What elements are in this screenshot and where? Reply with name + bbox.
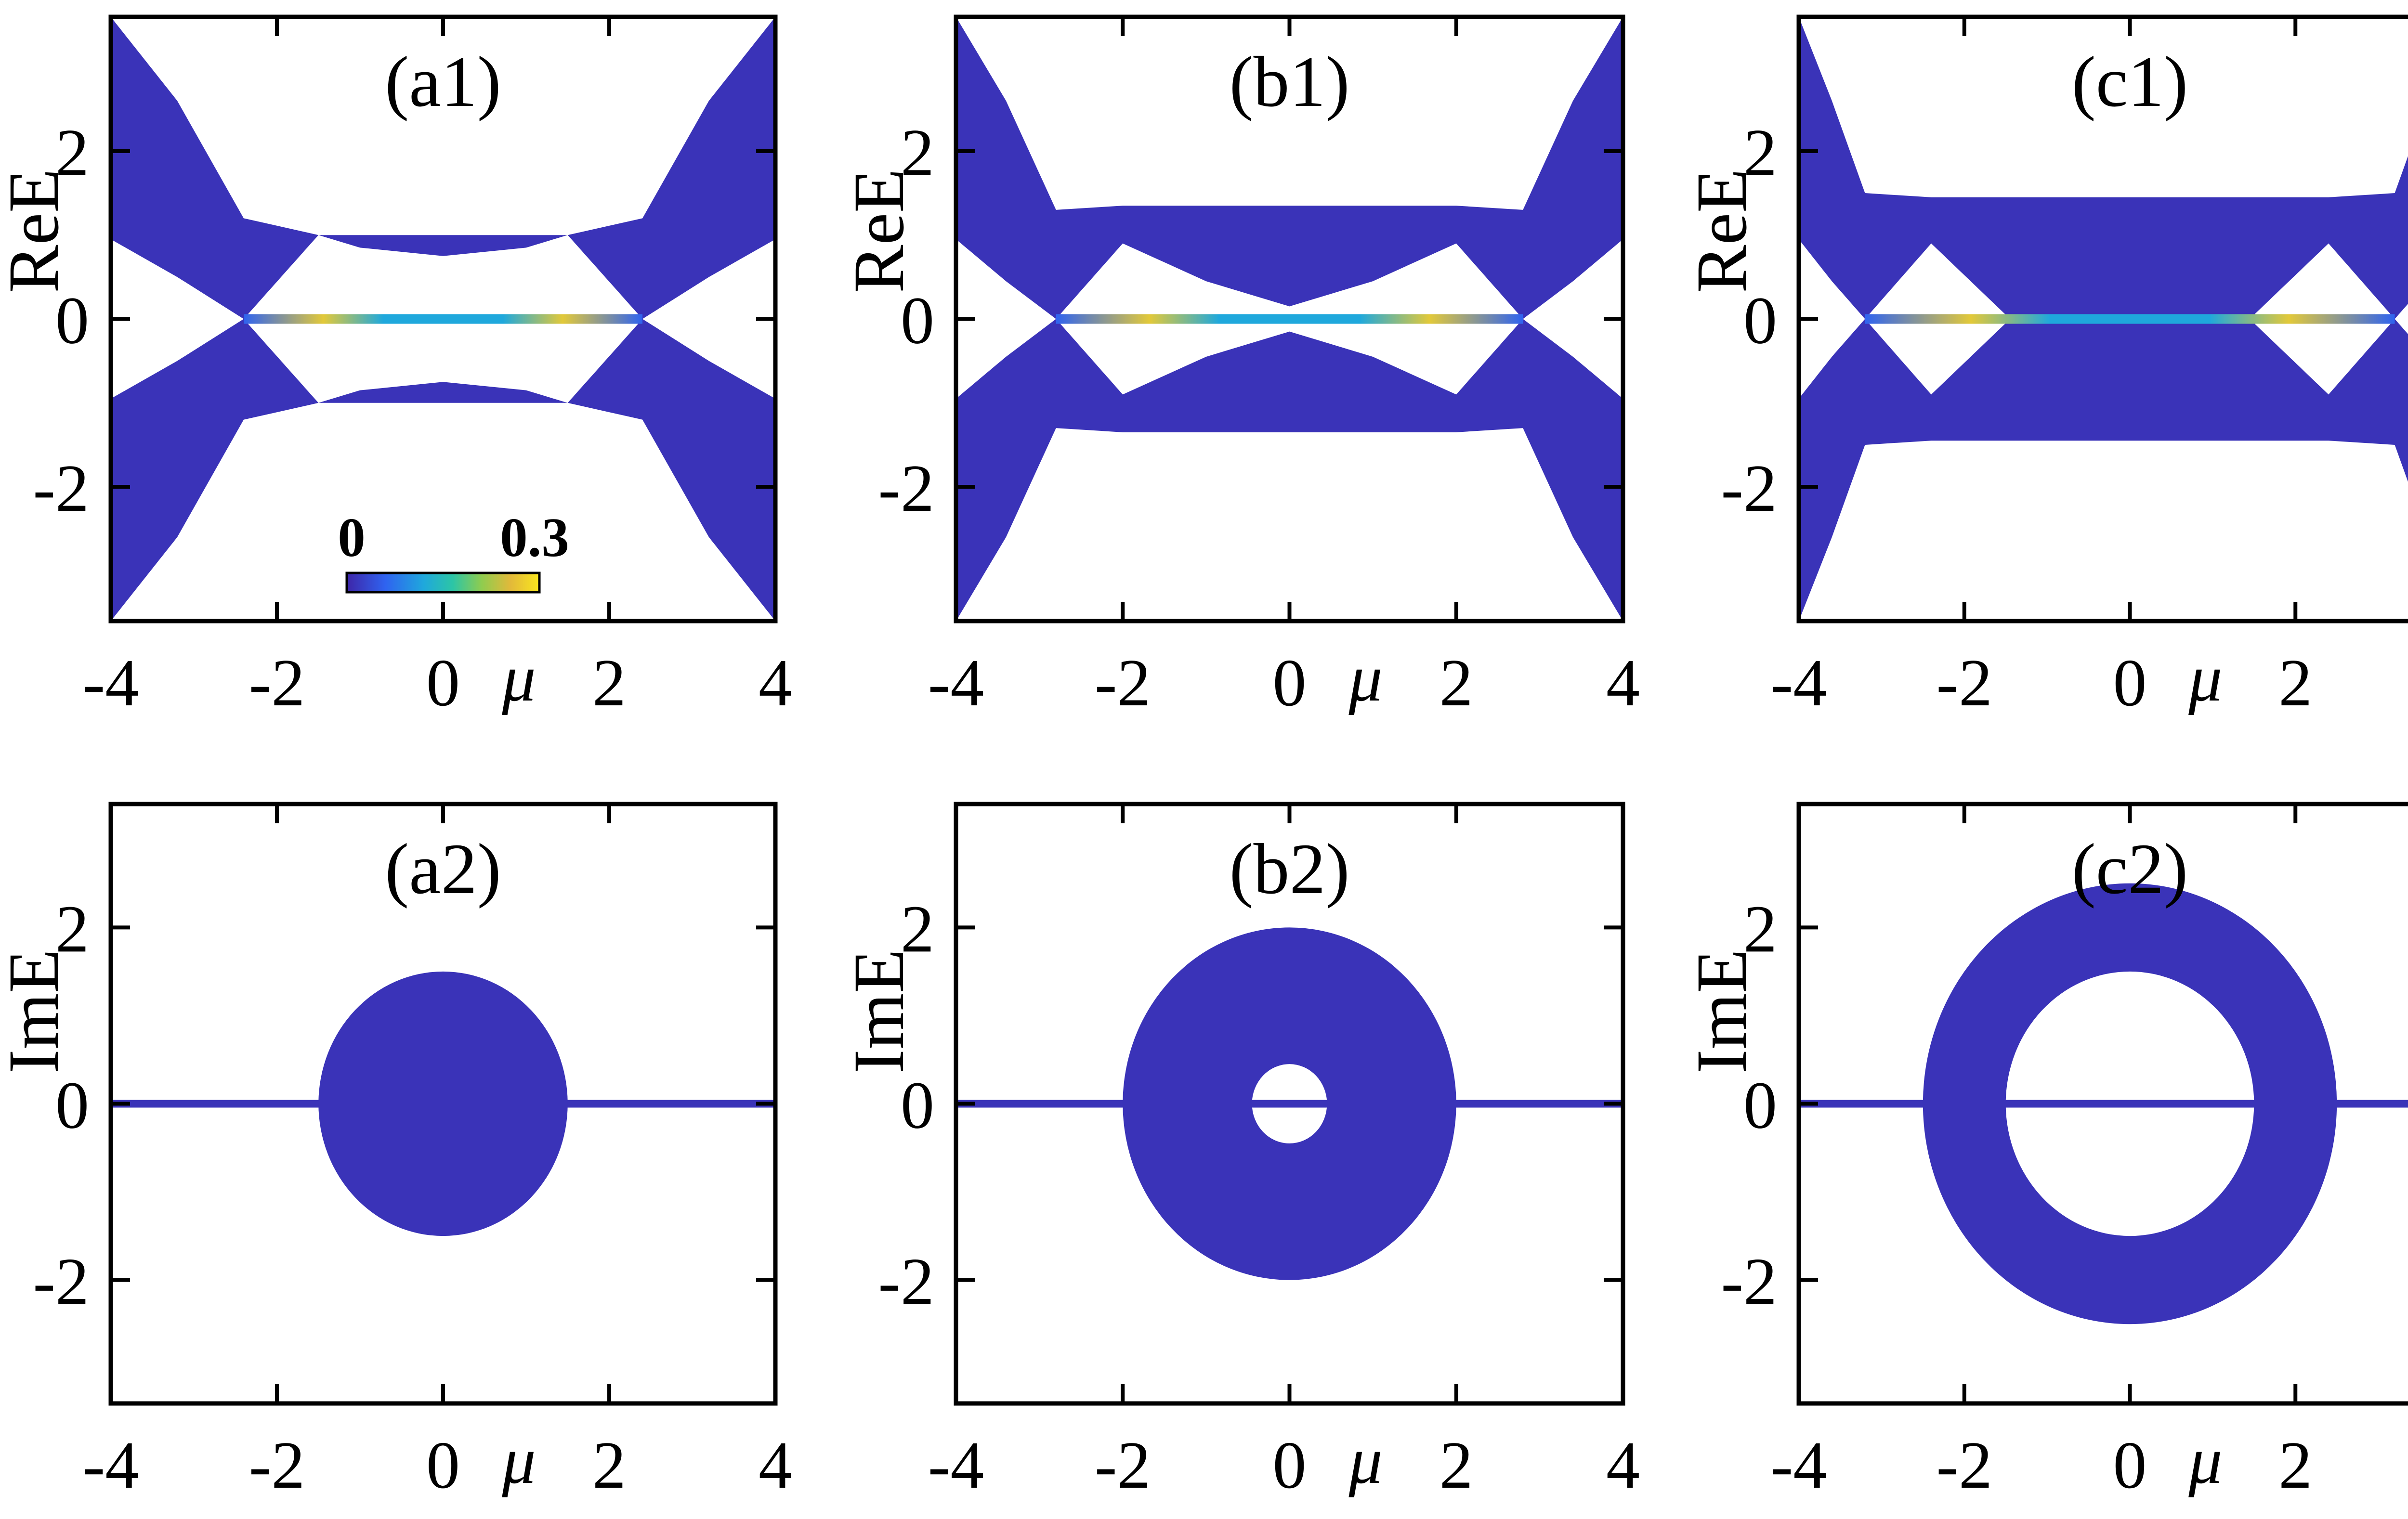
y-axis-label: ReE	[839, 169, 919, 293]
x-tick-label: 4	[1606, 646, 1640, 720]
y-tick-label: 2	[55, 892, 89, 966]
x-tick-label: 4	[759, 646, 792, 720]
band-upper	[956, 17, 1623, 319]
x-tick-label: -4	[1771, 1428, 1827, 1503]
x-tick-label: -2	[249, 646, 305, 720]
x-tick-label: -4	[83, 646, 139, 720]
x-tick-label: -2	[249, 1428, 305, 1503]
x-axis-label: μ	[2188, 1423, 2222, 1498]
y-axis-label: ReE	[0, 169, 74, 293]
x-tick-label: -4	[83, 1428, 139, 1503]
panel-label: (b2)	[1230, 829, 1350, 909]
y-tick-label: -2	[33, 1245, 89, 1319]
x-tick-label: 2	[1440, 1428, 1473, 1503]
panel-label: (a2)	[385, 829, 501, 909]
y-axis-label: ImE	[0, 949, 74, 1073]
band-lower	[956, 319, 1623, 621]
y-tick-label: -2	[878, 1245, 934, 1319]
x-tick-label: 0	[1273, 646, 1307, 720]
y-tick-label: 2	[1743, 892, 1777, 966]
x-axis-label: μ	[1348, 1423, 1382, 1498]
colorbar-min-label: 0	[338, 507, 366, 568]
y-tick-label: 2	[1743, 116, 1777, 190]
x-tick-label: 4	[759, 1428, 792, 1503]
x-tick-label: 2	[2278, 1428, 2312, 1503]
band-lower	[1799, 319, 2408, 621]
x-tick-label: 0	[1273, 1428, 1307, 1503]
x-axis-label: μ	[2188, 641, 2222, 715]
panel-label: (c2)	[2072, 829, 2188, 909]
x-axis-label: μ	[501, 641, 536, 715]
y-tick-label: -2	[33, 451, 89, 526]
plot-area-b1	[956, 17, 1623, 621]
x-tick-label: -2	[1095, 1428, 1151, 1503]
y-tick-label: 2	[901, 116, 934, 190]
y-tick-label: 0	[1743, 284, 1777, 358]
x-tick-label: 2	[592, 1428, 626, 1503]
y-tick-label: 2	[901, 892, 934, 966]
y-tick-label: -2	[878, 451, 934, 526]
plot-area-a1	[111, 17, 775, 621]
y-tick-label: 2	[55, 116, 89, 190]
x-tick-label: -2	[1095, 646, 1151, 720]
x-tick-label: -4	[1771, 646, 1827, 720]
x-axis-label: μ	[501, 1423, 536, 1498]
panel-label: (c1)	[2072, 42, 2188, 122]
x-tick-label: 0	[426, 646, 460, 720]
x-tick-label: -2	[1936, 646, 1992, 720]
x-tick-label: 2	[2278, 646, 2312, 720]
x-tick-label: 2	[592, 646, 626, 720]
zero-mode-line	[1865, 314, 2395, 324]
x-tick-label: 0	[2113, 646, 2147, 720]
spectrum-annulus	[1123, 927, 1456, 1280]
band-upper	[1799, 17, 2408, 319]
y-tick-label: 0	[901, 284, 934, 358]
y-tick-label: -2	[1721, 1245, 1777, 1319]
plot-area-a2	[111, 971, 775, 1236]
x-tick-label: -4	[928, 646, 984, 720]
x-tick-label: 2	[1440, 646, 1473, 720]
zero-mode-line	[1056, 314, 1523, 324]
panel-label: (a1)	[385, 42, 501, 122]
x-axis-label: μ	[1348, 641, 1382, 715]
x-tick-label: 0	[426, 1428, 460, 1503]
y-tick-label: 0	[1743, 1068, 1777, 1143]
plot-area-b2	[956, 927, 1623, 1280]
plot-area-c2	[1799, 883, 2408, 1324]
y-tick-label: 0	[901, 1068, 934, 1143]
y-axis-label: ReE	[1682, 169, 1762, 293]
colorbar	[345, 571, 541, 594]
y-tick-label: -2	[1721, 451, 1777, 526]
spectrum-annulus	[1923, 883, 2337, 1324]
y-tick-label: 0	[55, 1068, 89, 1143]
x-tick-label: -2	[1936, 1428, 1992, 1503]
band-upper	[111, 17, 775, 319]
panel-label: (b1)	[1230, 42, 1350, 122]
y-tick-label: 0	[55, 284, 89, 358]
y-axis-label: ImE	[1682, 949, 1762, 1073]
x-tick-label: 4	[1606, 1428, 1640, 1503]
x-tick-label: -4	[928, 1428, 984, 1503]
zero-mode-line	[244, 314, 642, 324]
y-axis-label: ImE	[839, 949, 919, 1073]
x-tick-label: 0	[2113, 1428, 2147, 1503]
spectrum-disk	[318, 971, 568, 1236]
colorbar-max-label: 0.3	[500, 507, 569, 568]
band-lower	[111, 319, 775, 621]
plot-area-c1	[1799, 17, 2408, 621]
